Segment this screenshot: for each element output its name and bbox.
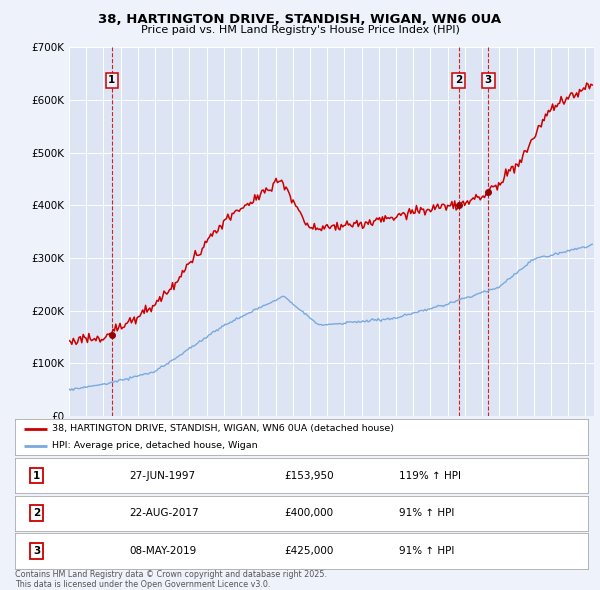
Text: 3: 3 [33,546,40,556]
Text: 3: 3 [485,76,492,86]
Text: 38, HARTINGTON DRIVE, STANDISH, WIGAN, WN6 0UA (detached house): 38, HARTINGTON DRIVE, STANDISH, WIGAN, W… [52,424,394,433]
Text: 1: 1 [33,471,40,480]
Text: £425,000: £425,000 [284,546,334,556]
Text: £400,000: £400,000 [284,509,334,518]
Text: 119% ↑ HPI: 119% ↑ HPI [399,471,461,480]
Text: 27-JUN-1997: 27-JUN-1997 [130,471,196,480]
Text: 1: 1 [108,76,115,86]
Text: 08-MAY-2019: 08-MAY-2019 [130,546,197,556]
Text: 91% ↑ HPI: 91% ↑ HPI [399,546,454,556]
Text: Price paid vs. HM Land Registry's House Price Index (HPI): Price paid vs. HM Land Registry's House … [140,25,460,35]
Text: 2: 2 [33,509,40,518]
Text: Contains HM Land Registry data © Crown copyright and database right 2025.
This d: Contains HM Land Registry data © Crown c… [15,570,327,589]
Text: 91% ↑ HPI: 91% ↑ HPI [399,509,454,518]
Text: 22-AUG-2017: 22-AUG-2017 [130,509,199,518]
Text: 38, HARTINGTON DRIVE, STANDISH, WIGAN, WN6 0UA: 38, HARTINGTON DRIVE, STANDISH, WIGAN, W… [98,13,502,26]
Text: £153,950: £153,950 [284,471,334,480]
Text: 2: 2 [455,76,463,86]
Text: HPI: Average price, detached house, Wigan: HPI: Average price, detached house, Wiga… [52,441,258,450]
